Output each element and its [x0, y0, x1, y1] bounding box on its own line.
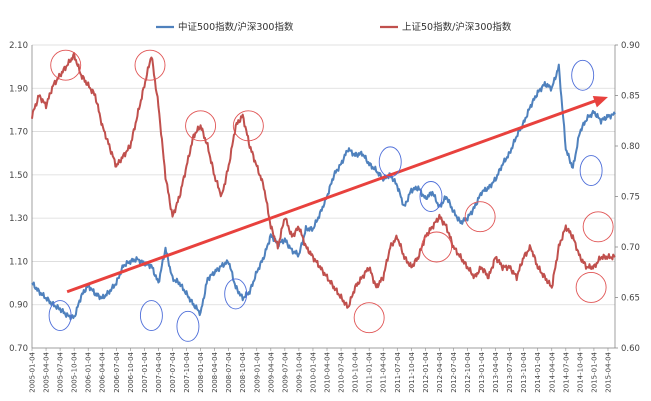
red-circle: [575, 271, 607, 303]
trend-arrow-head: [592, 96, 608, 108]
red-circle: [582, 211, 614, 243]
x-tick-label: 2013-07-04: [506, 351, 514, 392]
x-tick-label: 2012-10-04: [464, 351, 472, 392]
right-tick-label: 0.75: [621, 193, 640, 203]
x-tick-label: 2014-10-04: [576, 351, 584, 392]
left-tick-label: 1.70: [9, 128, 28, 138]
series-line-1: [31, 63, 616, 321]
right-tick-label: 0.90: [621, 41, 640, 51]
x-tick-label: 2007-10-04: [183, 351, 191, 392]
blue-circle: [378, 146, 402, 178]
x-tick-label: 2014-01-04: [534, 351, 542, 392]
left-tick-label: 0.90: [9, 301, 28, 311]
right-tick-label: 0.65: [621, 294, 640, 304]
x-tick-label: 2006-10-04: [127, 351, 135, 392]
legend: 中证500指数/沪深300指数 上证50指数/沪深300指数: [156, 21, 512, 33]
x-tick-label: 2011-07-04: [394, 351, 402, 392]
x-tick-label: 2006-01-04: [85, 351, 93, 392]
x-tick-label: 2011-04-04: [380, 351, 388, 392]
right-tick-label: 0.80: [621, 142, 640, 152]
red-circle: [185, 110, 217, 142]
x-tick-label: 2009-04-04: [267, 351, 275, 392]
x-tick-label: 2009-01-04: [253, 351, 261, 392]
right-tick-label: 0.60: [621, 344, 640, 354]
right-axis: 0.60 0.65 0.70 0.75 0.80 0.85 0.90: [615, 41, 640, 354]
x-tick-label: 2010-07-04: [338, 351, 346, 392]
right-tick-label: 0.85: [621, 92, 640, 102]
plot-area: [31, 52, 616, 321]
x-tick-label: 2005-07-04: [57, 351, 65, 392]
x-tick-label: 2013-01-04: [478, 351, 486, 392]
blue-circle: [224, 278, 248, 310]
blue-circle: [48, 300, 72, 331]
x-tick-label: 2005-10-04: [71, 351, 79, 392]
blue-circle: [139, 300, 163, 331]
x-tick-label: 2009-10-04: [295, 351, 303, 392]
red-circle: [421, 231, 453, 263]
x-tick-label: 2013-04-04: [492, 351, 500, 392]
x-tick-label: 2011-01-04: [366, 351, 374, 392]
left-tick-label: 1.10: [9, 257, 28, 267]
trend-arrow: [66, 97, 603, 294]
x-tick-label: 2006-04-04: [99, 351, 107, 392]
series-line-2: [31, 52, 616, 309]
blue-circle: [419, 181, 443, 212]
red-circle: [50, 49, 82, 81]
left-tick-label: 1.90: [9, 84, 28, 94]
right-tick-label: 0.70: [621, 243, 640, 253]
x-tick-label: 2005-01-04: [29, 351, 37, 392]
x-tick-label: 2008-04-04: [211, 351, 219, 392]
x-tick-label: 2009-07-04: [281, 351, 289, 392]
x-tick-label: 2012-01-04: [422, 351, 430, 392]
x-tick-label: 2014-07-04: [562, 351, 570, 392]
x-tick-label: 2007-04-04: [155, 351, 163, 392]
blue-circle: [176, 310, 200, 342]
left-tick-label: 0.70: [9, 344, 28, 354]
x-tick-label: 2012-04-04: [436, 351, 444, 392]
annotations: [48, 49, 614, 342]
x-tick-label: 2010-04-04: [324, 351, 332, 392]
x-axis: 2005-01-04 2005-04-04 2005-07-04 2005-10-04…: [29, 348, 612, 393]
x-tick-label: 2013-10-04: [520, 351, 528, 392]
x-tick-label: 2008-07-04: [225, 351, 233, 392]
red-circle: [464, 201, 496, 233]
x-tick-label: 2010-10-04: [352, 351, 360, 392]
x-tick-label: 2015-04-04: [604, 351, 612, 392]
blue-circle: [571, 59, 595, 91]
legend-label: 上证50指数/沪深300指数: [402, 21, 512, 33]
x-tick-label: 2006-07-04: [113, 351, 121, 392]
x-tick-label: 2008-01-04: [197, 351, 205, 392]
blue-circle: [579, 155, 603, 186]
left-tick-label: 2.10: [9, 41, 28, 51]
red-circle: [232, 110, 264, 142]
x-tick-label: 2005-04-04: [43, 351, 51, 392]
left-axis: 0.70 0.90 1.10 1.30 1.50 1.70 1.90 2.10: [9, 41, 28, 354]
x-tick-label: 2011-10-04: [408, 351, 416, 392]
legend-label: 中证500指数/沪深300指数: [178, 21, 294, 33]
x-tick-label: 2010-01-04: [309, 351, 317, 392]
red-circle: [353, 302, 385, 334]
x-tick-label: 2012-07-04: [450, 351, 458, 392]
x-tick-label: 2008-10-04: [239, 351, 247, 392]
x-tick-label: 2014-04-04: [548, 351, 556, 392]
x-tick-label: 2007-07-04: [169, 351, 177, 392]
x-tick-label: 2015-01-04: [590, 351, 598, 392]
left-tick-label: 1.30: [9, 214, 28, 224]
x-tick-label: 2007-01-04: [141, 351, 149, 392]
left-tick-label: 1.50: [9, 171, 28, 181]
red-circle: [134, 49, 166, 81]
